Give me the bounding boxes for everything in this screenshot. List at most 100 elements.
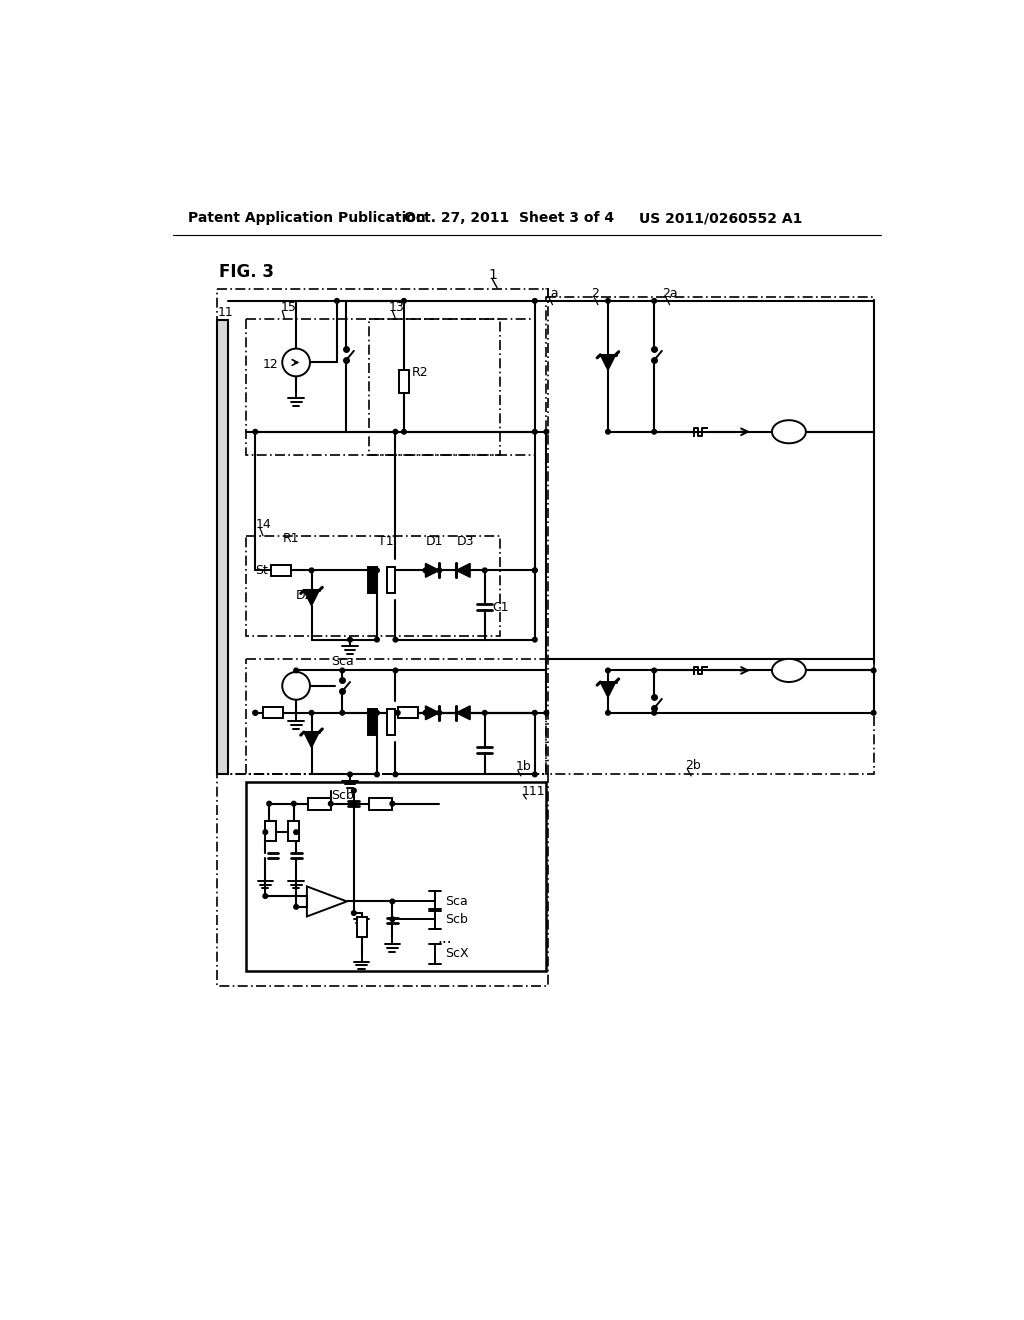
Bar [397, 708, 418, 718]
Circle shape [267, 801, 271, 807]
Text: Scb: Scb [331, 789, 353, 803]
Bar [370, 318, 535, 455]
Bar [289, 821, 299, 841]
Circle shape [482, 710, 487, 715]
Circle shape [283, 672, 310, 700]
Circle shape [348, 772, 352, 776]
Circle shape [652, 298, 656, 304]
Circle shape [532, 710, 538, 715]
Bar [369, 709, 377, 735]
Text: ScX: ScX [445, 948, 469, 961]
Circle shape [423, 568, 428, 573]
Polygon shape [425, 564, 439, 577]
Text: 12: 12 [263, 358, 279, 371]
Text: 1b: 1b [515, 760, 531, 774]
Circle shape [401, 429, 407, 434]
Bar [246, 659, 547, 775]
Circle shape [437, 710, 441, 715]
Polygon shape [457, 564, 470, 577]
Circle shape [544, 710, 549, 715]
Text: 111: 111 [521, 785, 546, 797]
Bar [246, 318, 500, 455]
Circle shape [532, 638, 538, 642]
Bar [270, 565, 291, 576]
Circle shape [390, 801, 394, 807]
Bar [217, 289, 548, 775]
Circle shape [375, 710, 379, 715]
Circle shape [309, 568, 313, 573]
Circle shape [390, 917, 394, 921]
Circle shape [423, 710, 428, 715]
Text: US 2011/0260552 A1: US 2011/0260552 A1 [639, 211, 802, 226]
Circle shape [532, 772, 538, 776]
Circle shape [393, 772, 397, 776]
Bar [547, 659, 873, 775]
Circle shape [335, 298, 339, 304]
Circle shape [294, 830, 298, 834]
Circle shape [375, 772, 379, 776]
Circle shape [605, 668, 610, 673]
Text: 2a: 2a [662, 286, 678, 300]
Circle shape [292, 801, 296, 807]
Circle shape [652, 668, 656, 673]
Ellipse shape [772, 659, 806, 682]
Text: T1: T1 [379, 536, 394, 548]
Circle shape [253, 710, 258, 715]
Text: 2b: 2b [685, 759, 700, 772]
Circle shape [393, 668, 397, 673]
Circle shape [532, 429, 538, 434]
Polygon shape [304, 733, 319, 747]
Circle shape [395, 710, 400, 715]
Bar [387, 566, 395, 593]
Circle shape [544, 429, 549, 434]
Text: Oct. 27, 2011  Sheet 3 of 4: Oct. 27, 2011 Sheet 3 of 4 [403, 211, 614, 226]
Polygon shape [457, 706, 470, 719]
Circle shape [263, 894, 267, 899]
Text: ...: ... [437, 931, 452, 946]
Bar [217, 775, 548, 986]
Circle shape [329, 801, 333, 807]
Circle shape [652, 429, 656, 434]
Bar [265, 821, 276, 841]
Text: R1: R1 [283, 532, 300, 545]
Circle shape [253, 429, 258, 434]
Bar [307, 797, 331, 809]
Bar [246, 781, 547, 970]
Text: 15: 15 [281, 301, 297, 314]
Bar [547, 297, 873, 659]
Polygon shape [600, 682, 615, 697]
Circle shape [375, 568, 379, 573]
Text: St: St [255, 564, 268, 577]
Text: D2: D2 [296, 589, 313, 602]
Text: Scb: Scb [445, 912, 468, 925]
Circle shape [605, 429, 610, 434]
Circle shape [532, 298, 538, 304]
Text: 14: 14 [255, 517, 271, 531]
Text: 1: 1 [488, 268, 498, 282]
Bar [356, 917, 367, 937]
Text: D1: D1 [426, 536, 443, 548]
Circle shape [294, 904, 298, 909]
Circle shape [393, 638, 397, 642]
Circle shape [605, 710, 610, 715]
Text: C1: C1 [493, 601, 509, 614]
Bar [246, 536, 500, 636]
Polygon shape [304, 590, 319, 606]
Circle shape [401, 298, 407, 304]
Bar [263, 708, 283, 718]
Circle shape [871, 710, 876, 715]
Circle shape [253, 710, 258, 715]
Text: Sca: Sca [331, 655, 353, 668]
Circle shape [652, 710, 656, 715]
Text: 13: 13 [388, 301, 404, 314]
Circle shape [375, 638, 379, 642]
Bar [398, 370, 410, 393]
Bar [370, 797, 392, 809]
Circle shape [294, 668, 298, 673]
Text: Patent Application Publication: Patent Application Publication [188, 211, 426, 226]
Text: 1a: 1a [544, 286, 560, 300]
Circle shape [871, 668, 876, 673]
Circle shape [351, 788, 356, 793]
Bar [369, 566, 377, 593]
Circle shape [348, 638, 352, 642]
